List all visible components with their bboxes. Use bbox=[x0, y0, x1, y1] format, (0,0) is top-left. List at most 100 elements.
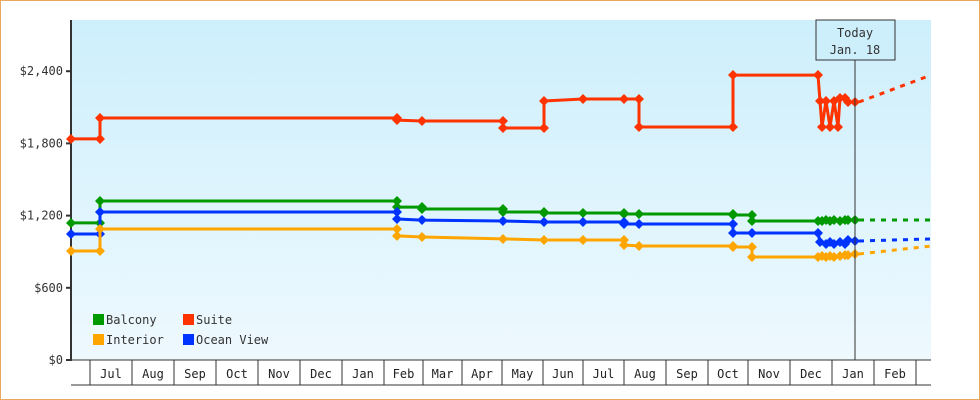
y-tick-label: $1,800 bbox=[20, 136, 63, 150]
legend-label: Interior bbox=[106, 333, 164, 347]
data-point[interactable] bbox=[728, 209, 738, 220]
today-date: Jan. 18 bbox=[830, 43, 881, 57]
data-point[interactable] bbox=[813, 228, 823, 239]
data-point[interactable] bbox=[829, 251, 839, 262]
series-group bbox=[66, 70, 932, 262]
plot-area bbox=[71, 20, 931, 360]
legend-label: Balcony bbox=[106, 313, 157, 327]
data-point[interactable] bbox=[417, 203, 427, 214]
data-point[interactable] bbox=[815, 96, 825, 107]
data-point[interactable] bbox=[578, 216, 588, 227]
data-point[interactable] bbox=[417, 232, 427, 243]
data-point[interactable] bbox=[539, 122, 549, 133]
data-point[interactable] bbox=[634, 122, 644, 133]
data-point[interactable] bbox=[843, 250, 853, 261]
data-point[interactable] bbox=[539, 207, 549, 218]
data-point[interactable] bbox=[66, 133, 76, 144]
legend-item-ocean-view[interactable]: Ocean View bbox=[183, 333, 269, 347]
data-point[interactable] bbox=[747, 251, 757, 262]
x-month-label: Apr bbox=[471, 367, 493, 381]
data-point[interactable] bbox=[728, 219, 738, 230]
data-point[interactable] bbox=[843, 235, 853, 246]
data-point[interactable] bbox=[498, 206, 508, 217]
x-month-label: Aug bbox=[634, 367, 656, 381]
x-month-label: Feb bbox=[884, 367, 906, 381]
data-point[interactable] bbox=[747, 216, 757, 227]
data-point[interactable] bbox=[95, 223, 105, 234]
legend-label: Suite bbox=[196, 313, 232, 327]
data-point[interactable] bbox=[619, 209, 629, 220]
data-point[interactable] bbox=[66, 217, 76, 228]
today-label-box bbox=[815, 19, 896, 61]
data-point[interactable] bbox=[578, 235, 588, 246]
data-point[interactable] bbox=[498, 122, 508, 133]
data-point[interactable] bbox=[747, 228, 757, 239]
data-point[interactable] bbox=[728, 122, 738, 133]
data-point[interactable] bbox=[392, 115, 402, 126]
y-tick-label: $2,400 bbox=[20, 64, 63, 78]
data-point[interactable] bbox=[392, 206, 402, 217]
legend-label: Ocean View bbox=[196, 333, 269, 347]
data-point[interactable] bbox=[95, 113, 105, 124]
today-marker: Today Jan. 18 bbox=[815, 19, 896, 360]
legend-swatch bbox=[183, 314, 194, 325]
legend-swatch bbox=[93, 314, 104, 325]
data-point[interactable] bbox=[747, 209, 757, 220]
data-point[interactable] bbox=[392, 213, 402, 224]
data-point[interactable] bbox=[95, 133, 105, 144]
x-month-label: Nov bbox=[268, 367, 290, 381]
data-point[interactable] bbox=[498, 216, 508, 227]
x-month-label: Sep bbox=[184, 367, 206, 381]
data-point[interactable] bbox=[498, 116, 508, 127]
data-point[interactable] bbox=[634, 93, 644, 104]
data-point[interactable] bbox=[539, 216, 549, 227]
data-point[interactable] bbox=[821, 96, 831, 107]
x-month-label: Sep bbox=[676, 367, 698, 381]
legend-item-interior[interactable]: Interior bbox=[93, 333, 164, 347]
data-point[interactable] bbox=[417, 215, 427, 226]
x-month-label: Mar bbox=[432, 367, 454, 381]
data-point[interactable] bbox=[817, 122, 827, 133]
data-point[interactable] bbox=[578, 207, 588, 218]
data-point[interactable] bbox=[813, 70, 823, 81]
forecast-line bbox=[858, 244, 932, 256]
data-point[interactable] bbox=[392, 223, 402, 234]
data-point[interactable] bbox=[392, 230, 402, 241]
data-point[interactable] bbox=[539, 235, 549, 246]
data-point[interactable] bbox=[539, 96, 549, 107]
data-point[interactable] bbox=[843, 97, 853, 108]
data-point[interactable] bbox=[66, 229, 76, 240]
data-point[interactable] bbox=[578, 93, 588, 104]
data-point[interactable] bbox=[95, 206, 105, 217]
data-point[interactable] bbox=[728, 70, 738, 81]
data-point[interactable] bbox=[619, 219, 629, 230]
data-point[interactable] bbox=[634, 209, 644, 220]
legend-item-suite[interactable]: Suite bbox=[183, 313, 232, 327]
legend-item-balcony[interactable]: Balcony bbox=[93, 313, 157, 327]
data-point[interactable] bbox=[66, 245, 76, 256]
x-month-label: Jan bbox=[842, 367, 864, 381]
data-point[interactable] bbox=[95, 196, 105, 207]
data-point[interactable] bbox=[619, 93, 629, 104]
data-point[interactable] bbox=[747, 242, 757, 253]
data-point[interactable] bbox=[634, 241, 644, 252]
x-month-label: Jun bbox=[552, 367, 574, 381]
data-point[interactable] bbox=[392, 196, 402, 207]
data-point[interactable] bbox=[835, 251, 845, 262]
data-point[interactable] bbox=[619, 239, 629, 250]
data-point[interactable] bbox=[728, 228, 738, 239]
data-point[interactable] bbox=[833, 122, 843, 133]
data-point[interactable] bbox=[95, 245, 105, 256]
data-point[interactable] bbox=[417, 116, 427, 127]
data-point[interactable] bbox=[843, 215, 853, 226]
data-point[interactable] bbox=[728, 242, 738, 253]
x-month-label: Dec bbox=[800, 367, 822, 381]
x-month-label: Aug bbox=[142, 367, 164, 381]
data-point[interactable] bbox=[825, 122, 835, 133]
y-tick-label: $600 bbox=[34, 281, 63, 295]
data-point[interactable] bbox=[634, 219, 644, 230]
x-month-label: Oct bbox=[226, 367, 248, 381]
data-point[interactable] bbox=[829, 215, 839, 226]
data-point[interactable] bbox=[498, 233, 508, 244]
